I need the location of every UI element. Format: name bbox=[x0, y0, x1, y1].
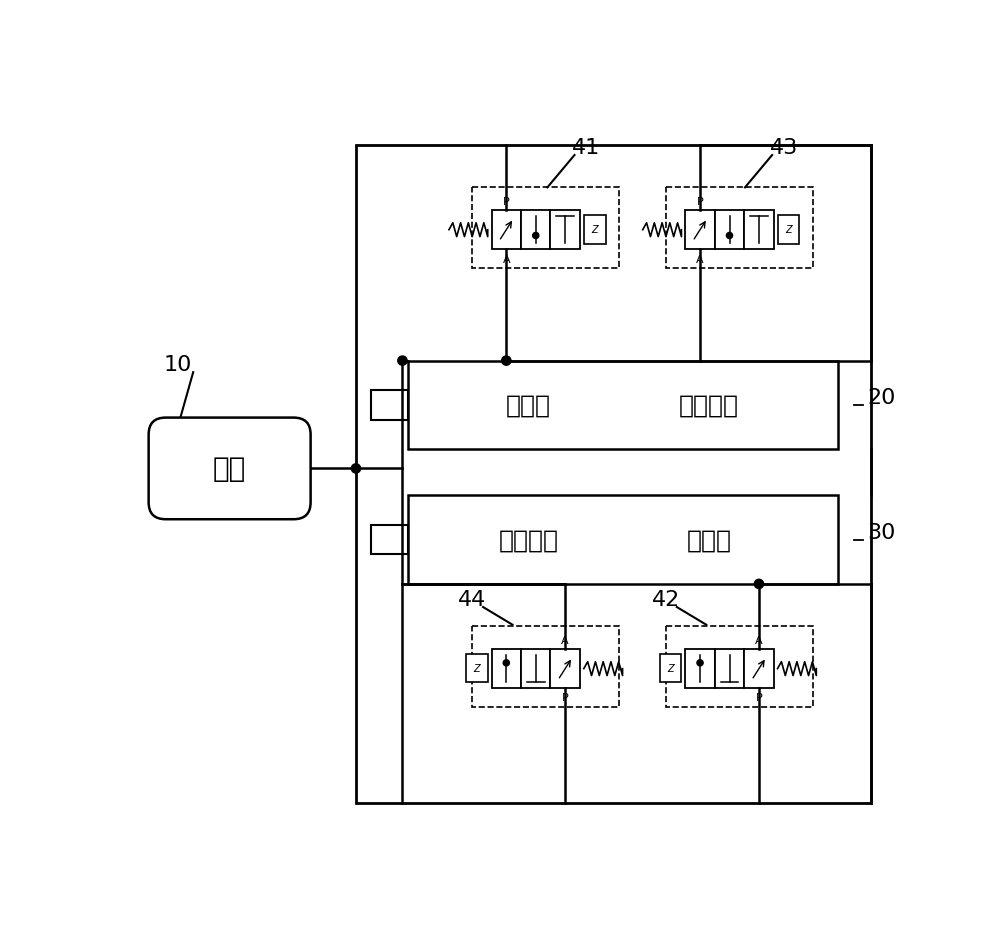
Text: 30: 30 bbox=[867, 523, 896, 542]
Text: 取力档位: 取力档位 bbox=[679, 393, 739, 417]
Bar bbox=[744, 650, 774, 688]
Bar bbox=[744, 211, 774, 249]
Text: A: A bbox=[561, 635, 569, 645]
Circle shape bbox=[351, 464, 361, 474]
Text: 取力档位: 取力档位 bbox=[498, 528, 558, 552]
Bar bbox=[492, 650, 521, 688]
Bar bbox=[371, 526, 408, 554]
FancyBboxPatch shape bbox=[149, 418, 311, 520]
Bar bbox=[521, 650, 550, 688]
Bar bbox=[715, 211, 744, 249]
Text: 42: 42 bbox=[652, 590, 680, 610]
Circle shape bbox=[503, 660, 509, 667]
Text: Z: Z bbox=[591, 225, 598, 235]
Text: 空档位: 空档位 bbox=[506, 393, 551, 417]
Text: P: P bbox=[562, 692, 569, 703]
Bar bbox=[371, 391, 408, 420]
Circle shape bbox=[697, 660, 703, 667]
Text: A: A bbox=[755, 635, 763, 645]
Bar bbox=[472, 627, 619, 707]
Bar bbox=[550, 650, 580, 688]
Text: 20: 20 bbox=[867, 387, 896, 408]
Circle shape bbox=[398, 357, 407, 366]
Circle shape bbox=[754, 579, 764, 589]
Text: Z: Z bbox=[474, 664, 480, 674]
Bar bbox=[472, 188, 619, 269]
Text: 41: 41 bbox=[572, 138, 600, 159]
Circle shape bbox=[533, 234, 539, 239]
Bar bbox=[492, 211, 521, 249]
Bar bbox=[685, 211, 715, 249]
Text: P: P bbox=[503, 197, 510, 207]
Text: Z: Z bbox=[785, 225, 792, 235]
Bar bbox=[778, 216, 799, 245]
Bar bbox=[715, 650, 744, 688]
Text: A: A bbox=[696, 254, 704, 264]
Bar bbox=[408, 362, 838, 450]
Text: Z: Z bbox=[667, 664, 674, 674]
Text: P: P bbox=[756, 692, 762, 703]
Bar bbox=[584, 216, 606, 245]
Text: P: P bbox=[697, 197, 703, 207]
Circle shape bbox=[726, 234, 733, 239]
Bar bbox=[408, 496, 838, 584]
Text: 空档位: 空档位 bbox=[686, 528, 731, 552]
Bar bbox=[550, 211, 580, 249]
Circle shape bbox=[502, 357, 511, 366]
Bar bbox=[356, 146, 871, 804]
Text: 10: 10 bbox=[164, 355, 192, 375]
Bar bbox=[666, 627, 813, 707]
Bar bbox=[466, 654, 488, 682]
Text: 气源: 气源 bbox=[213, 455, 246, 483]
Text: A: A bbox=[502, 254, 510, 264]
Bar bbox=[666, 188, 813, 269]
Text: 43: 43 bbox=[770, 138, 798, 159]
Bar bbox=[685, 650, 715, 688]
Text: 44: 44 bbox=[458, 590, 486, 610]
Bar bbox=[660, 654, 681, 682]
Bar bbox=[521, 211, 550, 249]
